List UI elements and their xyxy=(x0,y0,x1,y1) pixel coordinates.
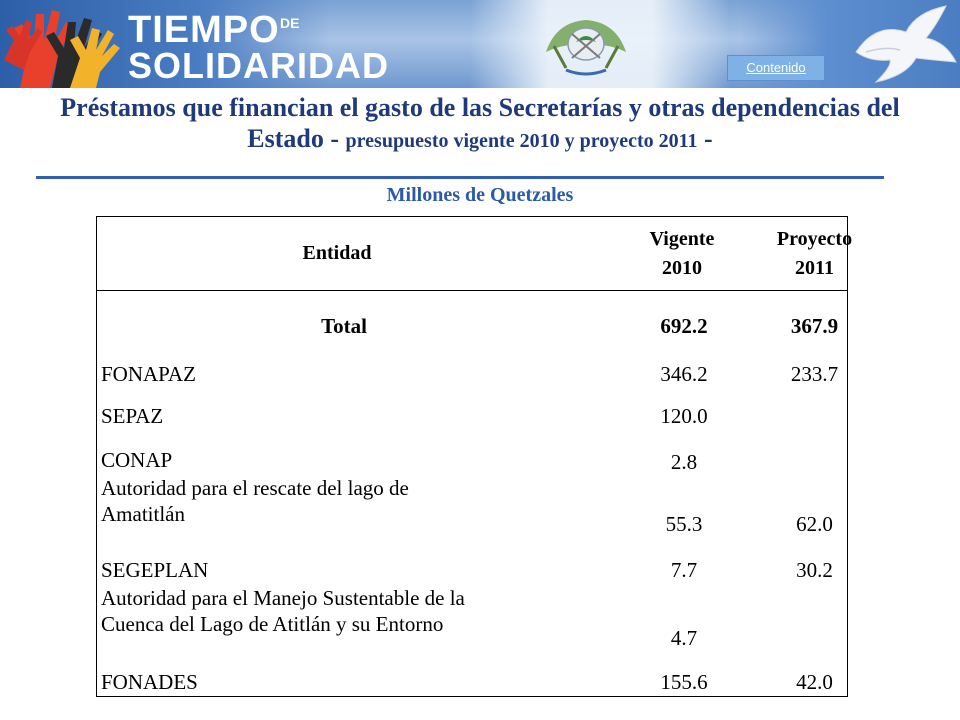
hands-logo-icon xyxy=(4,10,120,88)
entidad-cell: SEPAZ xyxy=(101,404,164,428)
vigente-cell: 155.6 xyxy=(660,670,708,694)
table-row: Autoridad para el rescate del lago de Am… xyxy=(97,475,847,537)
entidad-cell: Autoridad para el Manejo Sustentable de … xyxy=(101,586,465,636)
total-label: Total xyxy=(321,314,367,338)
coat-of-arms-icon xyxy=(546,20,626,76)
vigente-cell: 4.7 xyxy=(670,626,698,650)
title-dash: - xyxy=(704,124,713,153)
title-suffix: presupuesto vigente 2010 y proyecto 2011 xyxy=(345,130,698,152)
entidad-cell: Autoridad para el rescate del lago de Am… xyxy=(101,476,409,526)
table-row: FONAPAZ 346.2 233.7 xyxy=(97,357,847,387)
header-entidad: Entidad xyxy=(302,242,372,264)
vigente-cell: 346.2 xyxy=(660,362,708,386)
entidad-cell: CONAP xyxy=(101,448,173,472)
vigente-cell: 120.0 xyxy=(660,404,708,428)
total-proyecto: 367.9 xyxy=(790,314,839,338)
proyecto-cell: 62.0 xyxy=(796,512,833,536)
header-vigente-2010: Vigente 2010 xyxy=(649,227,715,279)
header-banner: TIEMPO DE SOLIDARIDAD Contenido xyxy=(0,0,960,88)
entidad-cell: FONADES xyxy=(101,670,198,694)
units-subtitle: Millones de Quetzales xyxy=(386,184,574,206)
dove-icon xyxy=(855,5,957,83)
table-row: SEPAZ 120.0 xyxy=(97,399,847,429)
loans-table: Entidad Vigente 2010 Proyecto 2011 Total 6… xyxy=(96,216,852,697)
title-main: Préstamos que financian el gasto de las … xyxy=(60,93,900,153)
svg-text:SOLIDARIDAD: SOLIDARIDAD xyxy=(128,45,389,84)
entidad-cell: FONAPAZ xyxy=(101,362,196,386)
vigente-cell: 7.7 xyxy=(670,558,698,582)
header-proyecto-2011: Proyecto 2011 xyxy=(776,227,853,279)
svg-text:TIEMPO: TIEMPO xyxy=(128,9,280,51)
total-vigente: 692.2 xyxy=(660,314,708,338)
entidad-cell: SEGEPLAN xyxy=(101,558,209,582)
table-row: SEGEPLAN 7.7 30.2 xyxy=(97,553,847,583)
table-header-row: Entidad Vigente 2010 Proyecto 2011 xyxy=(97,217,852,291)
table-row: FONADES 155.6 42.0 xyxy=(97,665,847,695)
table-row: Autoridad para el Manejo Sustentable de … xyxy=(97,585,847,650)
table-row: CONAP 2.8 xyxy=(97,443,847,474)
tiempo-de-solidaridad-logo: TIEMPO DE SOLIDARIDAD xyxy=(128,9,389,84)
page-title: Préstamos que financian el gasto de las … xyxy=(20,92,940,157)
proyecto-cell: 233.7 xyxy=(790,362,839,386)
contenido-button[interactable]: Contenido xyxy=(727,55,825,81)
vigente-cell: 55.3 xyxy=(665,512,703,536)
proyecto-cell: 30.2 xyxy=(796,558,833,582)
table-row-total: Total 692.2 367.9 xyxy=(97,309,847,339)
proyecto-cell: 42.0 xyxy=(796,670,833,694)
title-divider xyxy=(36,176,884,179)
svg-text:DE: DE xyxy=(280,15,299,31)
vigente-cell: 2.8 xyxy=(670,450,698,474)
